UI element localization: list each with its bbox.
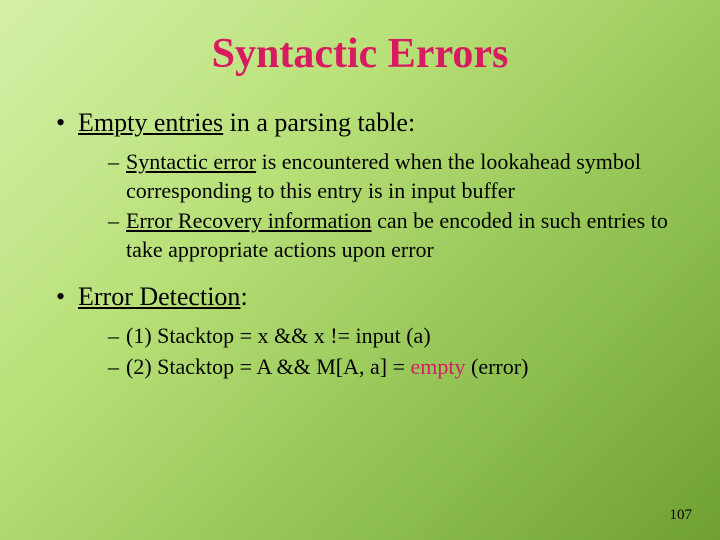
sub-list-1: Syntactic error is encountered when the … [50,148,670,264]
sub-list-2: (1) Stacktop = x && x != input (a) (2) S… [50,322,670,381]
sub-item: Syntactic error is encountered when the … [108,148,670,205]
sub-item: Error Recovery information can be encode… [108,207,670,264]
sub-emph: Error Recovery information [126,208,372,233]
sub-emph-empty: empty [411,354,466,379]
sub-item: (2) Stacktop = A && M[A, a] = empty (err… [108,353,670,382]
page-number: 107 [670,507,693,524]
sub-emph: Syntactic error [126,149,256,174]
sub-rest2: (error) [466,354,529,379]
sub-prefix: (2) Stacktop = A && M[A, a] = [126,354,411,379]
sub-rest: (1) Stacktop = x && x != input (a) [126,323,431,348]
bullet-rest: in a parsing table: [223,108,415,137]
sub-item: (1) Stacktop = x && x != input (a) [108,322,670,351]
slide-container: Syntactic Errors Empty entries in a pars… [0,0,720,420]
bullet-empty-entries: Empty entries in a parsing table: [50,108,670,138]
slide-title: Syntactic Errors [50,30,670,78]
bullet-label: Empty entries [78,108,223,137]
bullet-error-detection: Error Detection: [50,282,670,312]
bullet-label: Error Detection [78,282,240,311]
bullet-rest: : [240,282,247,311]
